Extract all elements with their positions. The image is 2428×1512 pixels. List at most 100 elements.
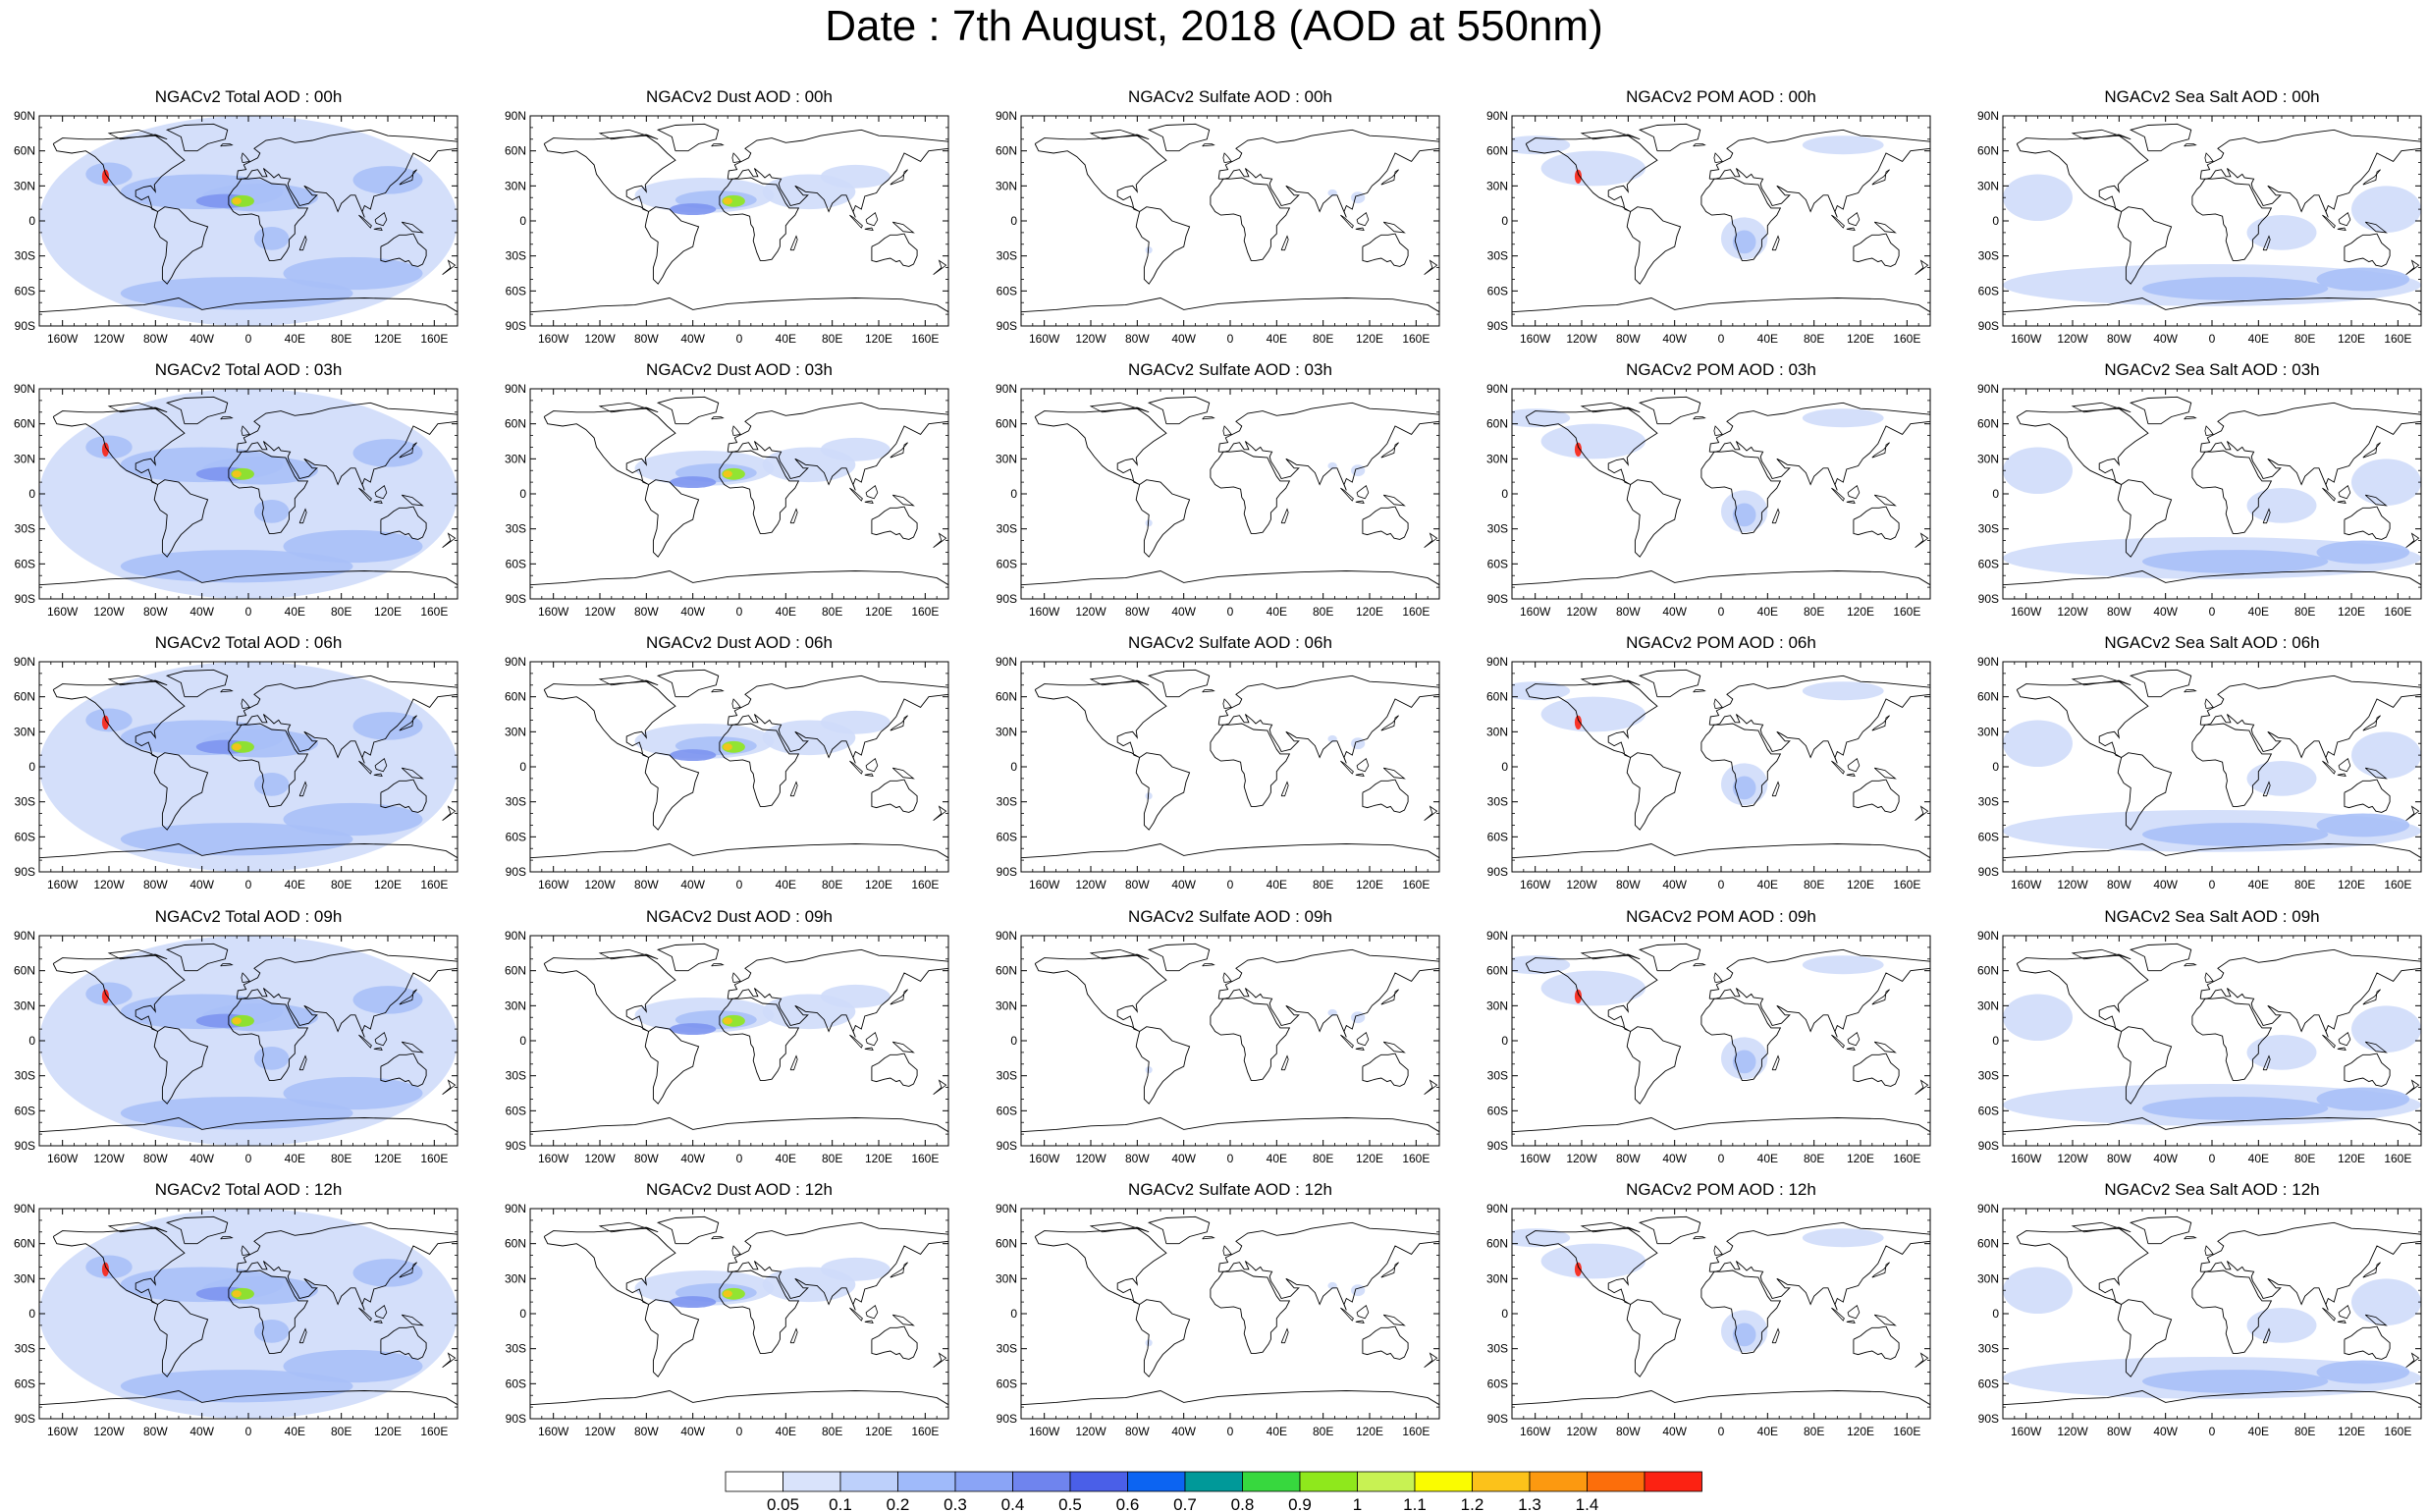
coastline-south-america (1135, 1026, 1191, 1105)
lat-label: 90S (506, 1412, 526, 1426)
coastline-australia (1853, 233, 1900, 267)
colorbar-label: 1.4 (1576, 1495, 1599, 1512)
coastline-island (241, 972, 250, 983)
lat-label: 60N (1977, 964, 1999, 978)
aod-field (1732, 1050, 1756, 1074)
lon-label: 80W (634, 332, 659, 346)
coastline-island (865, 758, 879, 773)
lon-label: 120E (1356, 605, 1383, 619)
lon-label: 120E (2338, 1425, 2365, 1438)
coastline-island (711, 963, 725, 967)
coastline-north-america (1034, 135, 1167, 212)
lon-label: 160W (1029, 332, 1060, 346)
coastline-island (374, 758, 388, 773)
lon-label: 80W (2107, 1425, 2131, 1438)
aod-field (820, 164, 890, 189)
coastline-antarctica (2003, 1390, 2421, 1406)
lat-label: 90N (14, 382, 35, 396)
coastline-australia (2344, 506, 2391, 540)
coastline-island (2204, 972, 2214, 983)
aod-field (120, 1370, 353, 1403)
coastline-greenland (1147, 943, 1211, 972)
lat-label: 60N (996, 964, 1017, 978)
coastline-south-america (644, 1299, 700, 1377)
lat-label: 0 (1501, 1307, 1508, 1321)
lon-label: 120W (584, 1425, 616, 1438)
coastline-south-america (644, 1026, 700, 1105)
lat-label: 30S (506, 522, 526, 536)
coastline-island (1693, 1236, 1706, 1240)
coastline-island (401, 221, 424, 234)
coastline-island (1713, 972, 1723, 983)
coastline-island (1831, 1034, 1845, 1049)
coastline-island (1846, 1320, 1856, 1324)
lon-label: 120W (1566, 878, 1597, 891)
lat-label: 60S (506, 830, 526, 843)
lon-label: 160E (1893, 1425, 1920, 1438)
coastline-island (1847, 212, 1861, 227)
lon-label: 40W (189, 332, 214, 346)
coastline-greenland (656, 669, 720, 698)
lon-label: 120W (93, 878, 125, 891)
aod-field (85, 1255, 133, 1279)
lat-label: 90N (996, 109, 1017, 123)
lon-label: 80W (1125, 332, 1150, 346)
aod-field (85, 708, 133, 732)
coastline-antarctica (1021, 570, 1439, 586)
coastline-antarctica (39, 570, 458, 586)
coastline-north-america (1034, 1227, 1167, 1305)
aod-field (1732, 230, 1756, 254)
lat-label: 60N (14, 417, 35, 431)
coastline-africa (1700, 177, 1782, 261)
coastline-island (1280, 508, 1289, 524)
coastline-island (789, 508, 798, 524)
coastline-eurasia (236, 402, 458, 491)
aod-field (85, 435, 133, 459)
map-canvas: 90N 60N 30N 0 30S 60S 90S 160W 120W 80W 40W 0 40E 80E… (14, 109, 459, 346)
coastline-australia (1853, 1325, 1900, 1360)
coastline-island (1771, 235, 1780, 251)
lat-label: 60N (505, 144, 526, 158)
coastline-africa (1700, 997, 1782, 1081)
lat-label: 90S (15, 319, 35, 333)
colorbar-label: 1 (1353, 1495, 1362, 1512)
coastline-island (865, 1305, 879, 1320)
coastline-island (2338, 485, 2351, 500)
coastline-australia (871, 233, 918, 267)
aod-field (1351, 737, 1366, 750)
coastline-island (442, 1079, 457, 1096)
lat-label: 30S (997, 1069, 1017, 1083)
colorbar-label: 0.6 (1116, 1495, 1140, 1512)
coastline-australia (2344, 779, 2391, 813)
aod-field (1327, 734, 1337, 743)
coastline-island (2262, 781, 2271, 797)
coastline-australia (380, 779, 427, 813)
coastline-island (891, 1314, 915, 1326)
coastline-island (2322, 760, 2336, 775)
map-panel-total-12h: NGACv2 Total AOD : 12h 90N 60N 30N 0 30S 60S 90… (0, 1180, 471, 1448)
lat-label: 90S (1487, 1139, 1508, 1153)
coastline-greenland (2129, 943, 2192, 972)
coastline-africa (2191, 450, 2273, 534)
lon-label: 0 (1718, 605, 1725, 619)
coastline-island (1713, 425, 1723, 436)
coastline-island (2262, 235, 2271, 251)
panel-title: NGACv2 Sea Salt AOD : 03h (2104, 360, 2320, 379)
lat-label: 30S (1487, 522, 1508, 536)
lon-label: 40E (1757, 878, 1778, 891)
lon-label: 120E (2338, 605, 2365, 619)
coastline-island (1915, 1079, 1929, 1096)
lon-label: 80E (1313, 1152, 1333, 1165)
coastline-island (1871, 989, 1890, 1005)
lon-label: 120W (1075, 878, 1106, 891)
lon-label: 160W (2011, 1152, 2042, 1165)
lon-label: 80E (822, 605, 842, 619)
lon-label: 120E (865, 605, 892, 619)
panel-title: NGACv2 Dust AOD : 03h (646, 360, 833, 379)
lon-label: 160W (2011, 605, 2042, 619)
lon-label: 0 (2209, 605, 2216, 619)
coastline-island (2362, 442, 2381, 459)
colorbar-segment (1012, 1471, 1071, 1492)
aod-field (2003, 174, 2073, 221)
lat-label: 60S (997, 830, 1017, 843)
